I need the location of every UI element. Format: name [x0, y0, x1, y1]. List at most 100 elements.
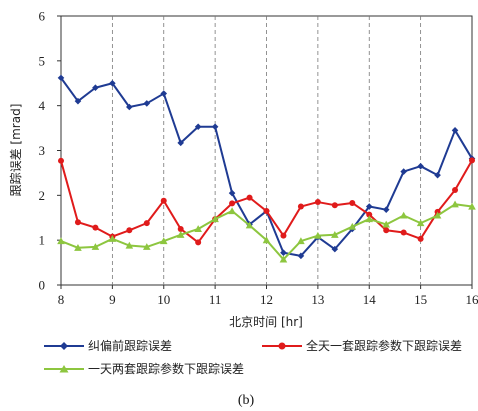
data-point: [399, 211, 408, 219]
data-point: [400, 229, 407, 236]
data-point: [297, 252, 305, 260]
data-point: [176, 230, 185, 238]
x-tick-label: 9: [109, 292, 116, 307]
data-point: [382, 220, 391, 228]
data-point: [297, 203, 304, 210]
data-point: [433, 211, 442, 219]
data-point: [194, 123, 202, 131]
y-tick-label: 1: [39, 233, 46, 248]
data-point: [92, 224, 99, 231]
data-point: [314, 231, 322, 239]
x-tick-label: 16: [466, 292, 478, 307]
legend-item-series-3: 一天两套跟踪参数下跟踪误差: [44, 361, 244, 376]
legend-item-series-2: 全天一套跟踪参数下跟踪误差: [262, 338, 462, 353]
data-point: [228, 207, 236, 215]
legend-marker-series-3: [59, 365, 69, 373]
legend: 纠偏前跟踪误差 全天一套跟踪参数下跟踪误差 一天两套跟踪参数下跟踪误差: [44, 338, 462, 376]
data-point: [177, 139, 185, 147]
data-point: [109, 79, 116, 87]
data-point: [228, 189, 236, 197]
x-tick-label: 8: [58, 292, 65, 307]
legend-label-series-3: 一天两套跟踪参数下跟踪误差: [88, 361, 244, 376]
data-point: [74, 97, 82, 105]
y-tick-label: 2: [39, 188, 46, 203]
y-tick-label: 5: [39, 53, 46, 68]
data-point: [280, 232, 287, 239]
data-point: [400, 168, 407, 175]
data-point: [434, 171, 441, 179]
data-point: [91, 243, 100, 250]
x-tick-label: 11: [209, 292, 222, 307]
data-point: [160, 197, 167, 204]
data-point: [245, 221, 254, 229]
data-point: [74, 243, 82, 251]
y-tick-label: 6: [39, 9, 46, 24]
gridlines: [111, 16, 422, 285]
data-point: [159, 237, 168, 245]
x-tick-label: 14: [363, 292, 377, 307]
data-point: [177, 225, 184, 232]
data-point: [451, 127, 459, 134]
data-point: [143, 100, 151, 107]
data-point: [57, 74, 65, 82]
data-point: [331, 230, 339, 238]
data-point: [280, 249, 287, 257]
data-point: [331, 202, 338, 209]
legend-marker-series-1: [60, 342, 68, 350]
series-3: [57, 200, 476, 263]
series-2: [58, 157, 475, 246]
data-point: [160, 90, 168, 97]
data-point: [349, 199, 356, 206]
data-point: [383, 227, 390, 234]
figure-caption: (b): [238, 393, 255, 408]
legend-item-series-1: 纠偏前跟踪误差: [44, 338, 172, 353]
data-point: [468, 202, 476, 210]
legend-label-series-2: 全天一套跟踪参数下跟踪误差: [306, 338, 462, 353]
data-point: [194, 225, 202, 232]
data-point: [108, 235, 117, 242]
x-tick-label: 15: [414, 292, 427, 307]
data-point: [382, 206, 390, 213]
data-point: [366, 211, 373, 218]
data-point: [92, 84, 99, 92]
x-tick-label: 10: [157, 292, 170, 307]
data-point: [195, 239, 202, 246]
y-axis-title: 跟踪误差 [mrad]: [9, 104, 23, 197]
data-point: [229, 200, 236, 207]
x-tick-label: 13: [311, 292, 324, 307]
data-point: [246, 194, 253, 201]
data-point: [452, 186, 459, 193]
data-point: [126, 103, 133, 111]
legend-marker-series-2: [278, 342, 286, 350]
data-point: [469, 157, 475, 164]
x-axis-title: 北京时间 [hr]: [229, 315, 303, 329]
data-point: [262, 236, 271, 244]
data-point: [279, 255, 288, 263]
data-point: [58, 157, 64, 164]
data-point: [314, 199, 321, 206]
series-lines: [57, 74, 476, 263]
data-point: [365, 215, 374, 223]
y-tick-label: 0: [39, 278, 46, 293]
legend-label-series-1: 纠偏前跟踪误差: [88, 338, 172, 353]
y-tick-label: 4: [39, 98, 46, 113]
x-tick-label: 12: [260, 292, 273, 307]
data-point: [143, 220, 150, 227]
data-point: [297, 237, 305, 245]
data-point: [348, 222, 357, 230]
data-point: [417, 162, 424, 170]
data-point: [142, 243, 151, 250]
data-point: [451, 200, 459, 208]
data-point: [365, 203, 373, 210]
data-point: [126, 227, 133, 234]
data-point: [57, 237, 65, 245]
data-point: [417, 235, 424, 242]
data-point: [331, 245, 339, 253]
data-point: [416, 219, 425, 227]
data-point: [263, 208, 270, 215]
data-point: [74, 219, 81, 226]
data-point: [125, 241, 134, 249]
data-point: [211, 215, 219, 223]
